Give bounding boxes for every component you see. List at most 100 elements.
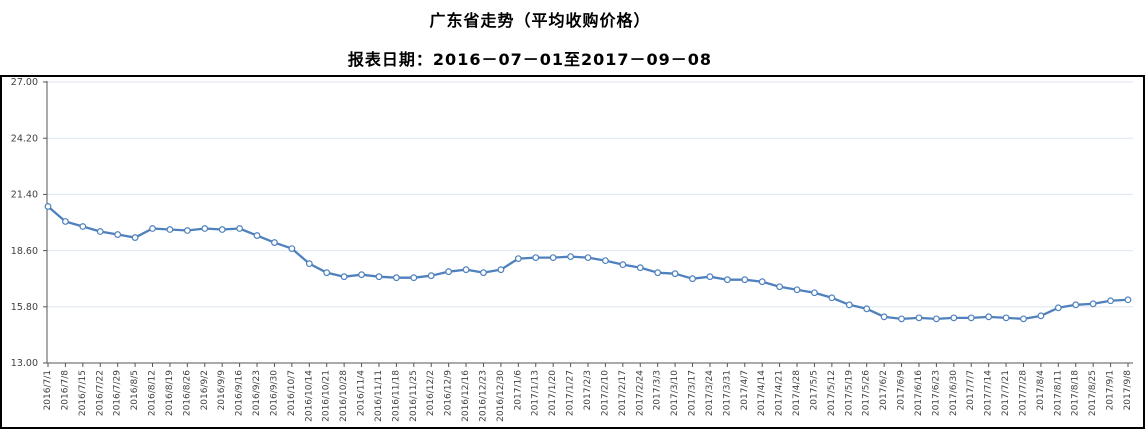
x-tick-label: 2017/2/3 [583,370,593,410]
x-tick-label: 2016/12/30 [496,370,506,422]
data-point-marker [1002,314,1010,322]
x-tick-label: 2017/8/18 [1071,370,1081,416]
x-tick-label: 2016/12/9 [444,370,454,416]
x-tick-label: 2016/7/29 [113,370,123,416]
data-point-marker [602,257,609,265]
x-tick-label: 2016/9/9 [217,370,227,411]
x-tick-label: 2016/7/8 [60,370,70,411]
data-point-marker [811,289,818,297]
data-point-marker [671,270,679,278]
data-point-marker [323,269,331,277]
x-tick-label: 2016/10/28 [339,370,349,422]
x-tick-label: 2017/3/10 [670,370,680,416]
series-line [46,205,1130,320]
data-point-marker [898,315,905,323]
x-tick-label: 2017/6/23 [931,370,941,416]
data-point-marker [845,301,853,309]
data-point-marker [131,234,139,241]
x-tick-label: 2017/2/24 [635,370,645,416]
x-tick-label: 2017/4/28 [792,370,802,416]
x-tick-label: 2017/3/31 [722,370,732,416]
data-point-marker [863,305,871,313]
data-point-marker [584,254,592,262]
x-tick-label: 2016/8/12 [148,370,158,416]
x-tick-label: 2016/10/7 [287,370,297,416]
data-point-marker [183,227,191,234]
data-point-marker [1089,300,1097,308]
x-tick-label: 2017/2/17 [618,370,628,416]
x-tick-label: 2017/8/25 [1088,370,1098,416]
x-tick-label: 2017/7/21 [1001,370,1011,416]
data-point-marker [758,278,766,286]
x-tick-label: 2017/5/5 [809,370,819,410]
chart-frame: 27.00 24.20 21.40 18.60 15.80 13.00 2016/7/1 20… [0,75,1145,429]
data-point-marker [96,228,104,235]
x-tick-label: 2016/9/16 [235,370,245,416]
x-tick-label: 2017/5/26 [862,370,872,416]
x-tick-label: 2016/11/4 [357,370,367,416]
data-point-marker [689,275,696,283]
data-point-marker [375,273,383,281]
x-tick-label: 2016/7/22 [95,370,105,416]
data-point-marker [793,286,801,294]
data-point-marker [880,313,888,321]
x-tick-label: 2016/8/19 [165,370,175,416]
data-point-marker [392,274,400,282]
x-tick-label: 2017/4/14 [757,370,767,416]
data-point-marker [1020,315,1027,323]
x-tick-label: 2017/7/14 [984,370,994,416]
x-tick-label: 2016/10/21 [322,370,332,422]
x-tick-label: 2016/12/23 [478,370,488,422]
x-tick-label: 2017/6/9 [897,370,907,411]
data-point-marker [567,253,574,261]
data-point-marker [236,225,244,232]
x-tick-label: 2016/7/15 [78,370,88,416]
data-point-marker [549,254,557,262]
x-tick-label: 2017/2/10 [600,370,610,416]
data-point-marker [1072,301,1080,309]
x-tick-label: 2016/11/25 [409,370,419,422]
x-tick-label: 2017/7/28 [1018,370,1028,416]
x-tick-label: 2017/3/3 [653,370,663,410]
data-point-marker [950,314,958,322]
x-tick-label: 2016/9/23 [252,370,262,416]
data-point-marker [445,268,453,276]
data-point-marker [166,226,174,233]
data-point-marker [427,272,435,280]
data-point-marker [253,232,261,239]
data-point-marker [480,269,487,277]
data-point-marker [305,260,313,268]
x-tick-label: 2017/9/1 [1106,370,1116,410]
x-tick-label: 2016/8/26 [182,370,192,416]
data-point-marker [201,225,209,232]
data-point-marker [149,225,156,232]
data-point-marker [114,231,122,238]
data-point-marker [985,313,993,321]
x-tick-label: 2016/9/2 [200,370,210,410]
x-tick-label: 2016/12/16 [461,370,471,422]
data-point-marker [44,203,52,210]
x-tick-label: 2017/8/4 [1036,370,1046,411]
data-point-marker [967,314,975,322]
y-tick-label: 13.00 [11,358,38,369]
x-tick-label: 2017/5/19 [844,370,854,416]
price-trend-line-chart: 27.00 24.20 21.40 18.60 15.80 13.00 2016/7/1 20… [11,77,1133,422]
y-tick-label: 15.80 [11,302,38,313]
x-tick-label: 2017/1/20 [548,370,558,416]
x-tick-label: 2017/4/7 [740,370,750,410]
data-point-marker [706,273,714,281]
x-tick-label: 2017/1/6 [513,370,523,411]
data-point-marker [776,283,784,291]
data-point-marker [340,273,348,281]
x-tick-label: 2017/6/30 [949,370,959,416]
data-point-marker [828,294,836,302]
x-tick-label: 2017/5/12 [827,370,837,416]
data-point-marker [288,245,296,252]
chart-subtitle: 报表日期：2016－07－01至2017－09－08 [347,50,713,69]
data-point-marker [532,254,540,262]
data-point-marker [1037,312,1045,320]
x-tick-label: 2016/9/30 [269,370,279,416]
data-point-marker [741,276,749,284]
x-tick-label: 2017/4/21 [775,370,785,416]
data-point-marker [1054,304,1062,312]
